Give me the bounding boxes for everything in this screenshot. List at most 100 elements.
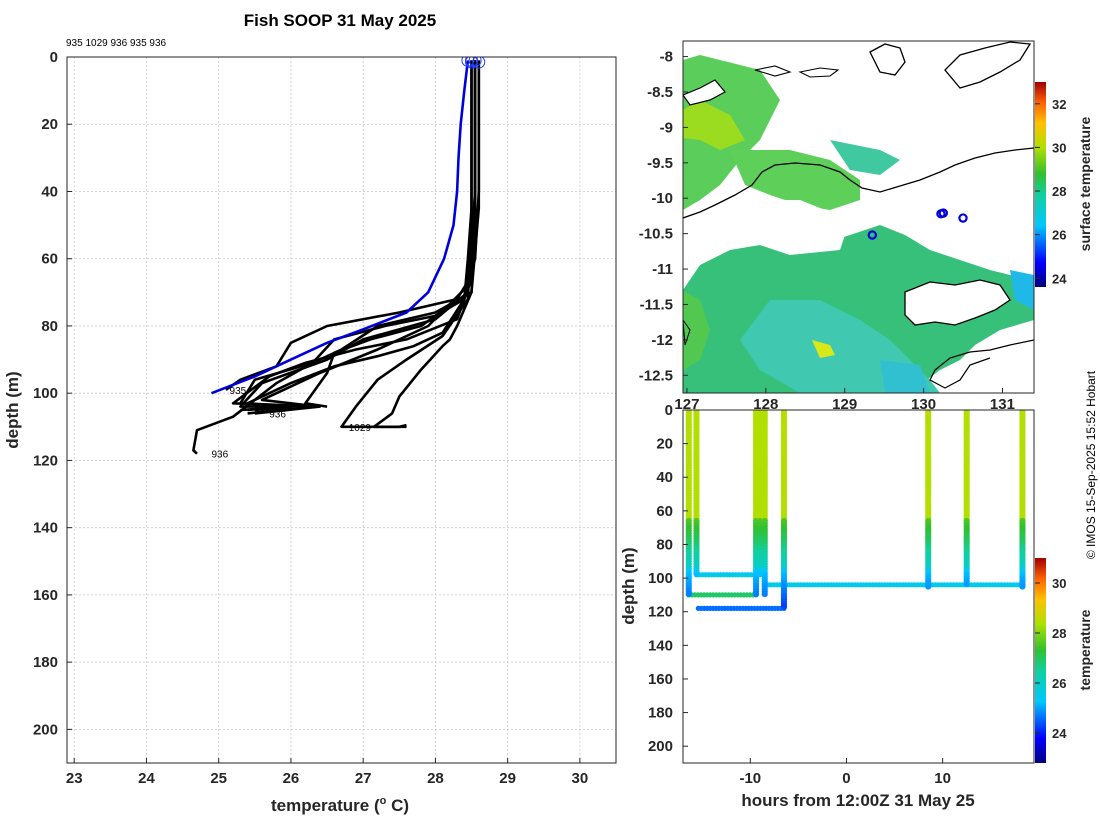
map-gap <box>740 200 850 255</box>
profile-annotation: 935 <box>230 386 247 397</box>
y-tick-label: 0 <box>50 49 58 66</box>
section-y-tick-label: 20 <box>656 436 673 453</box>
section-colorbar-ticks: 24 26 28 30 <box>1035 576 1067 741</box>
section-x-label: hours from 12:00Z 31 May 25 <box>741 791 974 810</box>
sst-patch-north-central <box>730 150 860 210</box>
map-y-tick-label: -8.5 <box>647 84 673 101</box>
section-point <box>752 590 760 598</box>
map-x-tick-label: 128 <box>753 396 778 413</box>
map-y-tick-label: -9 <box>660 119 673 136</box>
section-colorbar <box>1035 558 1046 763</box>
island-north-east <box>944 41 1032 89</box>
section-y-tick-label: 40 <box>656 469 673 486</box>
profile-line-936b <box>239 60 481 415</box>
station-marker <box>867 230 878 240</box>
section-colorbar-label: temperature <box>1077 609 1093 690</box>
section-axes-box <box>682 409 1035 764</box>
sst-map <box>683 41 1034 393</box>
profile-x-ticks: 23 24 25 26 27 28 29 30 <box>66 758 588 787</box>
section-x-tick-label: 0 <box>842 770 850 787</box>
profile-ids: 935 1029 936 935 936 <box>66 38 167 49</box>
profile-axes-box <box>66 56 617 764</box>
map-stations <box>867 208 968 240</box>
x-tick-label: 26 <box>283 770 300 787</box>
profile-lines <box>192 57 486 455</box>
x-tick-label: 30 <box>572 770 589 787</box>
y-tick-label: 60 <box>41 251 58 268</box>
profile-annotation: 936 <box>211 450 228 461</box>
map-y-tick-label: -12.5 <box>639 367 673 384</box>
section-colorbar-tick-label: 24 <box>1052 726 1067 741</box>
island-north-west <box>683 79 726 106</box>
map-y-tick-label: -9.5 <box>647 155 673 172</box>
section-plot <box>685 410 1026 611</box>
section-point <box>693 570 700 577</box>
y-tick-label: 120 <box>33 452 58 469</box>
map-y-ticks: -8 -8.5 -9 -9.5 -10 -10.5 -11 -11.5 -12 -12.5 <box>639 49 688 384</box>
y-tick-label: 40 <box>41 183 58 200</box>
profile-line-935 <box>239 60 477 412</box>
sst-patch-cool-south <box>880 360 930 393</box>
sst-patch-warm-spot <box>812 340 835 358</box>
profile-line-latest <box>211 60 470 395</box>
y-tick-label: 80 <box>41 318 58 335</box>
coastline-north <box>683 147 1034 219</box>
island-north-small <box>754 65 792 77</box>
profile-annotations: 935 936 1029 936 <box>211 386 371 461</box>
y-tick-label: 100 <box>33 385 58 402</box>
map-colorbar-ticks: 24 26 28 30 32 <box>1035 97 1067 286</box>
section-point <box>756 570 764 577</box>
section-colorbar-tick-label: 28 <box>1052 626 1066 641</box>
section-y-tick-label: 120 <box>648 604 673 621</box>
profile-y-label: depth (m) <box>3 371 22 448</box>
x-tick-label: 24 <box>138 770 155 787</box>
sst-patch-north-east <box>830 140 900 175</box>
profile-line-936 <box>225 60 477 391</box>
station-marker <box>938 208 948 218</box>
map-y-tick-label: -12 <box>651 332 673 349</box>
map-colorbar-tick-label: 32 <box>1052 97 1066 112</box>
section-point <box>761 590 768 598</box>
map-x-tick-label: 129 <box>832 396 857 413</box>
map-y-tick-label: -11 <box>652 261 673 278</box>
station-marker <box>958 213 968 223</box>
x-tick-label: 23 <box>66 770 83 787</box>
island <box>904 279 1011 326</box>
map-x-tick-label: 127 <box>674 396 699 413</box>
section-y-tick-label: 180 <box>648 705 673 722</box>
section-y-tick-label: 80 <box>656 536 673 553</box>
section-y-tick-label: 0 <box>665 402 673 419</box>
y-tick-label: 160 <box>33 587 58 604</box>
x-tick-label: 28 <box>427 770 444 787</box>
section-point <box>685 590 692 598</box>
y-tick-label: 180 <box>33 654 58 671</box>
chart-title: Fish SOOP 31 May 2025 <box>244 11 436 30</box>
section-y-tick-label: 200 <box>648 738 673 755</box>
copyright-text: © IMOS 15-Sep-2025 15:52 Hobart <box>1084 370 1098 559</box>
map-axes-box <box>682 40 1035 394</box>
map-gap <box>683 215 730 260</box>
section-colorbar-tick-label: 30 <box>1052 576 1066 591</box>
section-y-tick-label: 140 <box>648 637 673 654</box>
map-y-tick-label: -8 <box>660 49 673 66</box>
profile-line-936g <box>340 60 473 429</box>
section-point <box>1019 583 1026 590</box>
map-gap <box>920 190 1034 265</box>
section-colorbar-tick-label: 26 <box>1052 676 1066 691</box>
section-y-tick-label: 60 <box>656 503 673 520</box>
section-point <box>780 603 788 610</box>
map-y-tick-label: -10.5 <box>639 226 673 243</box>
map-colorbar-label: surface temperature <box>1077 116 1093 251</box>
x-tick-label: 27 <box>355 770 372 787</box>
map-colorbar <box>1035 82 1046 287</box>
map-x-tick-label: 131 <box>990 396 1015 413</box>
y-tick-label: 20 <box>41 116 58 133</box>
map-x-ticks: 127 128 129 130 131 <box>674 388 1015 413</box>
map-colorbar-tick-label: 28 <box>1052 184 1066 199</box>
section-y-ticks: 0 20 40 60 80 100 120 140 160 180 200 <box>648 402 688 755</box>
x-tick-label: 29 <box>499 770 516 787</box>
map-x-tick-label: 130 <box>911 396 936 413</box>
x-tick-label: 25 <box>210 770 227 787</box>
sst-patch-north-west-warm <box>683 100 745 150</box>
